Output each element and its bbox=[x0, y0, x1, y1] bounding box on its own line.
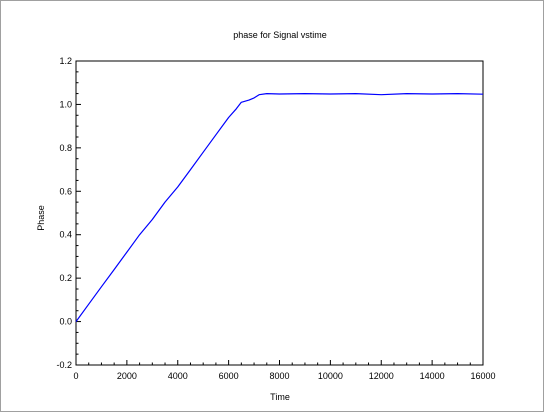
x-tick-label: 16000 bbox=[470, 371, 495, 381]
x-tick-label: 0 bbox=[73, 371, 78, 381]
x-tick-label: 4000 bbox=[168, 371, 188, 381]
chart-title: phase for Signal vstime bbox=[233, 30, 327, 40]
y-tick-label: 1.2 bbox=[59, 56, 72, 66]
x-tick-label: 14000 bbox=[420, 371, 445, 381]
y-tick-label: 0.0 bbox=[59, 317, 72, 327]
x-axis-label: Time bbox=[270, 392, 290, 402]
x-tick-label: 2000 bbox=[117, 371, 137, 381]
x-tick-label: 8000 bbox=[269, 371, 289, 381]
plot-area: 0 2000 4000 6000 8000 10000 12000 14000 16000 -0.… bbox=[56, 56, 495, 381]
y-tick-label: 0.4 bbox=[59, 230, 72, 240]
y-tick-label: 0.6 bbox=[59, 186, 72, 196]
y-tick-label: 0.2 bbox=[59, 273, 72, 283]
y-tick-label: 1.0 bbox=[59, 99, 72, 109]
x-tick-label: 6000 bbox=[219, 371, 239, 381]
series-line bbox=[75, 92, 484, 322]
x-tick-label: 10000 bbox=[318, 371, 343, 381]
y-axis-label: Phase bbox=[36, 205, 46, 231]
y-tick-label: -0.2 bbox=[56, 360, 72, 370]
x-tick-label: 12000 bbox=[369, 371, 394, 381]
y-tick-label: 0.8 bbox=[59, 143, 72, 153]
